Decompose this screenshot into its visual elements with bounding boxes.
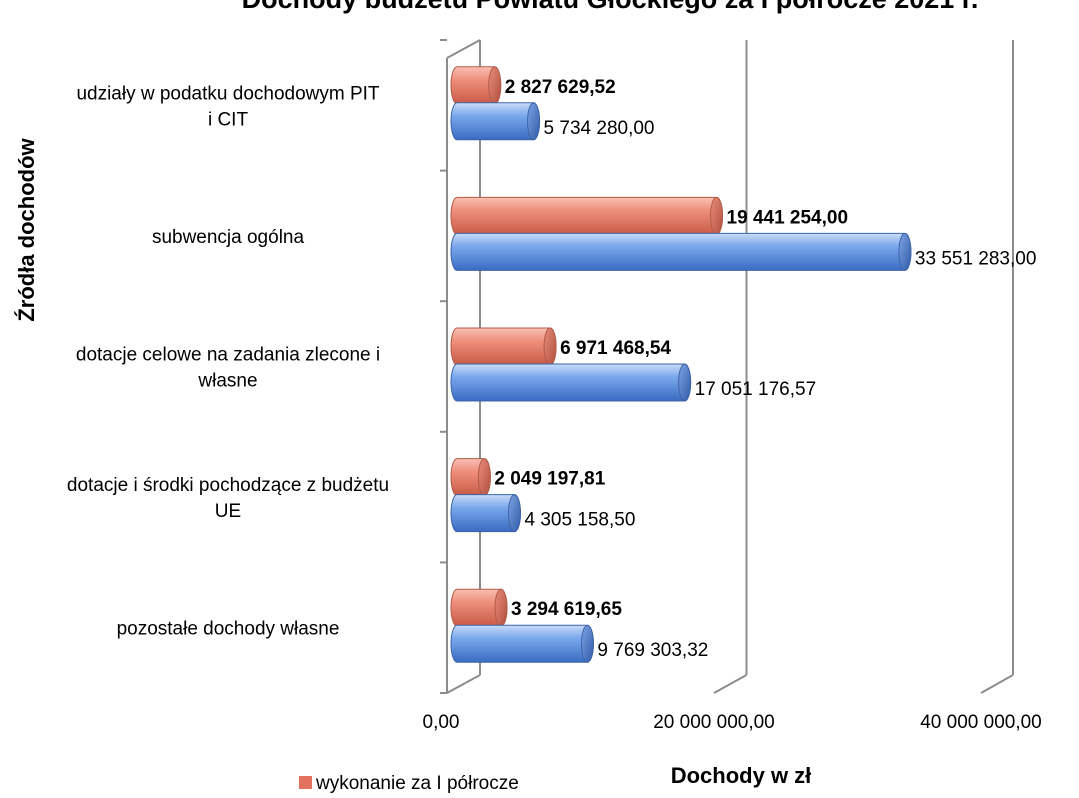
category-label-line: UE	[215, 501, 241, 522]
y-axis-title: Źródła dochodów	[14, 137, 39, 321]
floor-depth-line	[446, 674, 481, 694]
bar-plan	[450, 624, 594, 663]
data-label: 2 049 197,81	[494, 469, 605, 490]
legend-swatch	[299, 776, 312, 789]
x-tick-label: 20 000 000,00	[653, 712, 775, 733]
category-label: dotacje celowe na zadania zlecone i własn…	[76, 345, 380, 392]
category-label-line: udziały w podatku dochodowym PIT	[76, 83, 379, 104]
category-label: udziały w podatku dochodowym PIT i CIT	[76, 83, 379, 130]
bar-end-cap	[710, 196, 724, 235]
data-label: 3 294 619,65	[511, 599, 622, 620]
category-label-line: pozostałe dochody własne	[117, 619, 340, 640]
data-label: 19 441 254,00	[727, 207, 849, 228]
data-label: 6 971 468,54	[560, 338, 671, 359]
bar-end-cap	[488, 66, 502, 105]
data-label: 9 769 303,32	[597, 640, 708, 661]
chart-title: Dochody budżetu Powiatu Głockiego za I p…	[242, 0, 979, 14]
category-label-line: dotacje celowe na zadania zlecone i	[76, 345, 380, 366]
category-label: subwencja ogólna	[152, 227, 305, 248]
category-label-line: i CIT	[208, 109, 249, 130]
bar-plan	[450, 102, 541, 141]
legend: wykonanie za I półrocze	[299, 773, 519, 794]
bar-plan	[450, 232, 912, 271]
data-label: 33 551 283,00	[915, 248, 1037, 269]
bar-end-cap	[898, 232, 912, 271]
legend-label: wykonanie za I półrocze	[315, 773, 519, 794]
bar-wykonanie	[450, 327, 557, 366]
bar-plan	[450, 363, 692, 402]
bar-end-cap	[678, 363, 692, 402]
floor-depth-line	[713, 674, 747, 694]
category-label-line: subwencja ogólna	[152, 227, 305, 248]
data-label: 17 051 176,57	[695, 379, 817, 400]
bar-end-cap	[543, 327, 557, 366]
bar-end-cap	[527, 102, 541, 141]
bar-end-cap	[494, 588, 508, 627]
data-label: 4 305 158,50	[524, 510, 635, 531]
bar-end-cap	[507, 494, 521, 533]
wall-top-edge	[446, 39, 481, 59]
category-label-line: własne	[197, 371, 257, 392]
x-tick-label: 0,00	[423, 712, 460, 733]
x-axis-title: Dochody w zł	[671, 763, 812, 788]
bar-end-cap	[477, 458, 491, 497]
bar-wykonanie	[450, 196, 724, 235]
category-label-line: dotacje i środki pochodzące z budżetu	[67, 475, 389, 496]
category-label: dotacje i środki pochodzące z budżetu UE	[67, 475, 389, 522]
bar-end-cap	[580, 624, 594, 663]
floor-depth-line	[980, 674, 1014, 694]
x-tick-label: 40 000 000,00	[920, 712, 1042, 733]
data-label: 5 734 280,00	[544, 118, 655, 139]
data-label: 2 827 629,52	[505, 77, 616, 98]
category-label: pozostałe dochody własne	[117, 619, 340, 640]
